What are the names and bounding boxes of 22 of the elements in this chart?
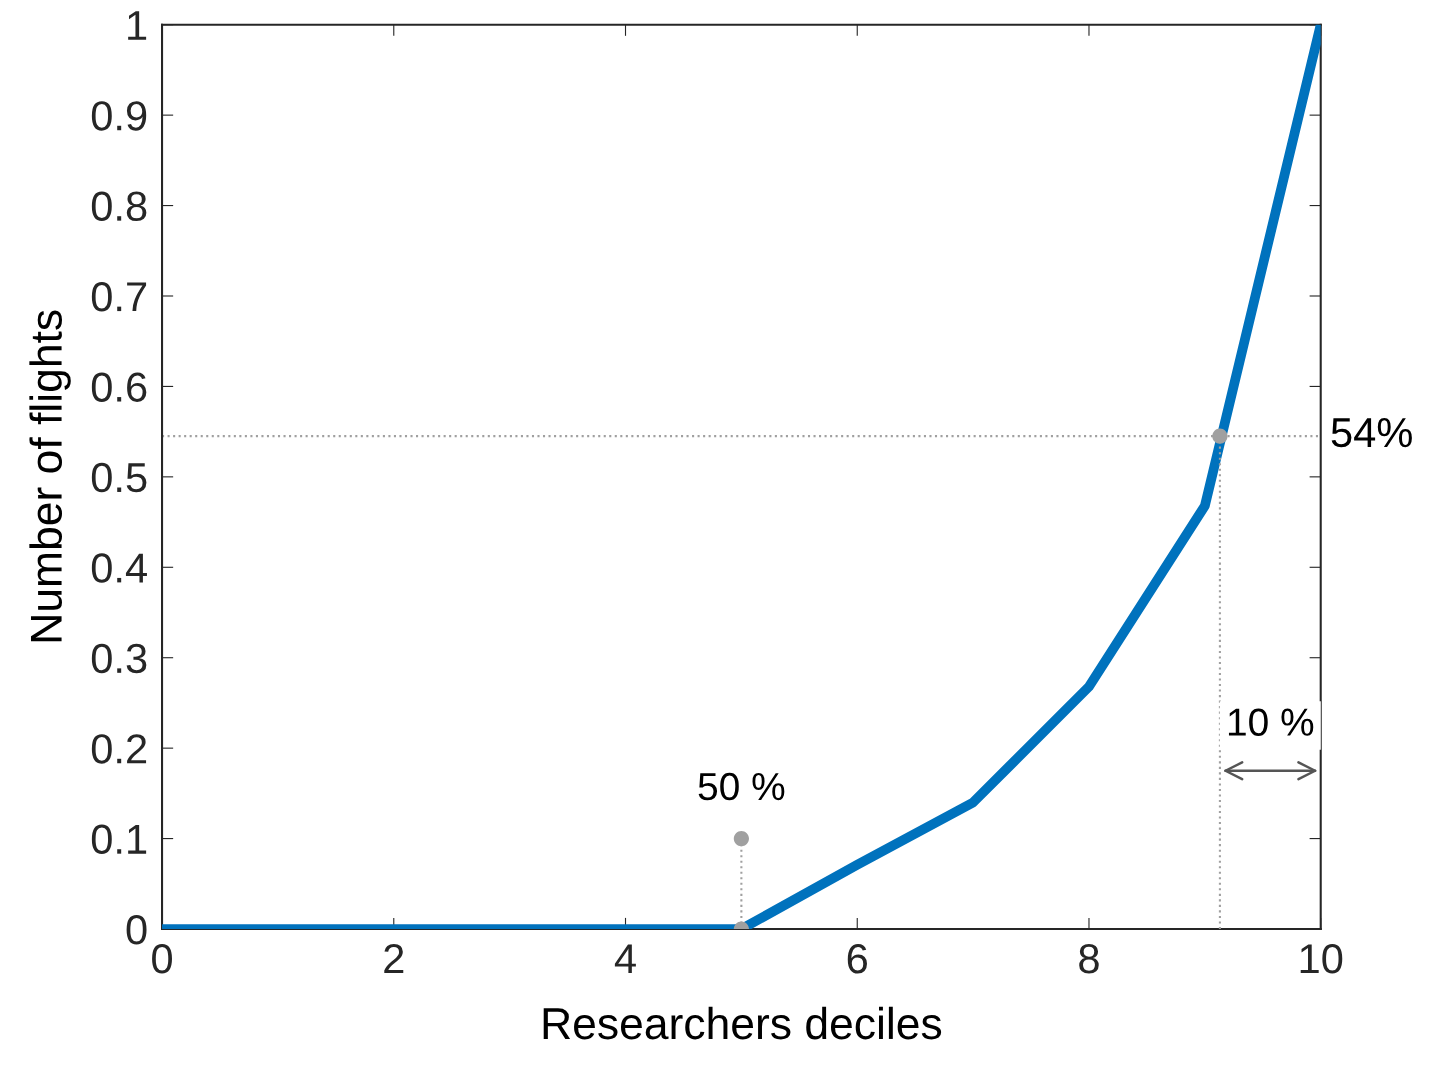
y-tick-label: 1 [128,11,147,40]
ref-line-label: 54% [1331,418,1412,448]
y-tick-label: 0.5 [91,462,147,493]
y-tick-label: 0.9 [91,101,147,131]
annotation: 10 % [1228,708,1314,736]
y-tick-label: 0.2 [91,734,147,764]
y-tick-label: 0.3 [91,643,147,674]
y-tick-label: 0.6 [91,372,147,402]
y-tick-label: 0 [126,915,147,945]
y-tick-label: 0.1 [91,824,147,855]
x-tick-label: 6 [847,944,867,974]
x-tick-label: 0 [152,944,172,974]
x-tick-label: 8 [1079,944,1099,974]
y-tick-label: 0.7 [91,282,147,312]
y-tick-label: 0.8 [91,191,147,222]
y-tick-label: 0.4 [91,553,147,583]
annotation: 50 % [698,772,785,801]
x-tick-label: 4 [614,944,636,974]
x-tick-label: 10 [1300,944,1343,974]
y-axis-title: Number of flights [29,310,71,642]
x-axis-title: Researchers deciles [543,1006,942,1040]
x-tick-label: 2 [384,944,404,974]
